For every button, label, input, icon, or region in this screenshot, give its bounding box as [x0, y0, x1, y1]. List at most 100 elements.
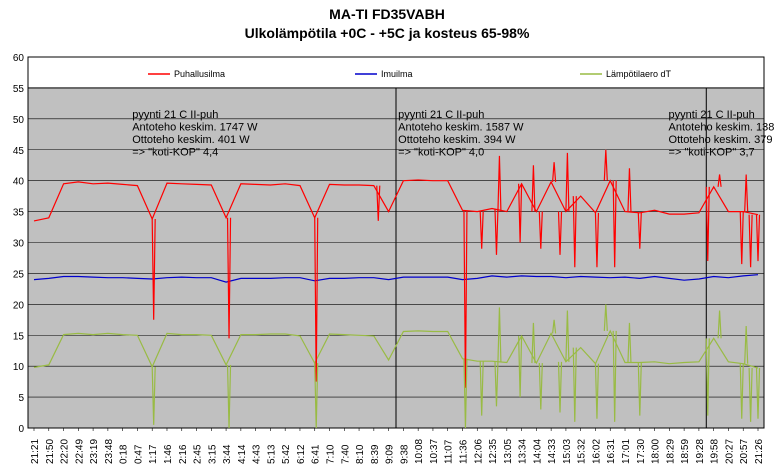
series-dropout: [538, 211, 543, 249]
x-tick-label: 19:58: [710, 439, 721, 464]
x-tick-label: 0:18: [119, 444, 130, 464]
x-tick-label: 8:10: [355, 444, 366, 464]
series-spike: [497, 155, 502, 212]
series-dropout: [739, 211, 744, 265]
legend-label: Puhallusilma: [174, 69, 225, 79]
legend-label: Lämpötilaero dT: [606, 69, 672, 79]
series-dropout: [494, 361, 499, 407]
annotation-line: Ottoteho keskim. 394 W: [398, 134, 516, 146]
series-spike: [565, 152, 570, 212]
series-spike: [531, 165, 536, 212]
x-tick-label: 17:01: [621, 439, 632, 464]
series-dropout: [637, 362, 642, 416]
y-tick-label: 45: [13, 146, 25, 157]
series-dropout: [557, 211, 563, 255]
series-dropout: [594, 212, 600, 268]
series-spike: [531, 322, 536, 364]
x-tick-label: 22:20: [60, 439, 71, 464]
series-dropout: [376, 185, 381, 221]
x-tick-label: 3:15: [207, 444, 218, 464]
series-dropout: [151, 366, 156, 425]
y-tick-label: 0: [18, 424, 24, 435]
x-tick-label: 16:02: [591, 439, 602, 464]
annotation-line: Antoteho keskim. 1587 W: [398, 122, 524, 134]
series-dropout: [314, 217, 319, 382]
x-tick-label: 1:46: [163, 444, 174, 464]
y-tick-label: 5: [18, 393, 24, 404]
x-tick-label: 8:39: [370, 444, 381, 464]
x-tick-label: 14:04: [532, 439, 543, 464]
x-tick-label: 12:06: [473, 439, 484, 464]
annotation-line: => "koti-KOP" 3,7: [669, 147, 755, 159]
x-tick-label: 11:36: [458, 439, 469, 464]
x-tick-label: 15:03: [562, 439, 573, 464]
x-tick-label: 6:41: [311, 444, 322, 464]
x-tick-label: 21:21: [30, 439, 41, 464]
y-tick-label: 35: [13, 208, 25, 219]
legend-label: Imuilma: [381, 69, 413, 79]
series-spike: [744, 325, 749, 364]
x-tick-label: 6:12: [296, 444, 307, 464]
series-dropout: [612, 180, 617, 268]
series-dropout: [705, 186, 710, 262]
series-dropout: [739, 363, 744, 419]
x-tick-label: 18:29: [665, 439, 676, 464]
series-dropout: [494, 208, 499, 255]
x-tick-label: 19:28: [695, 439, 706, 464]
x-tick-label: 3:44: [222, 444, 233, 464]
annotation-line: => "koti-KOP" 4,4: [132, 147, 218, 159]
x-tick-label: 4:43: [252, 444, 263, 464]
y-tick-label: 30: [13, 239, 25, 250]
x-tick-label: 21:26: [754, 439, 765, 464]
x-tick-label: 5:42: [281, 444, 292, 464]
series-dropout: [755, 214, 761, 262]
series-dropout: [612, 330, 617, 422]
x-tick-label: 14:33: [547, 439, 558, 464]
series-spike: [717, 310, 722, 339]
series-spike: [627, 322, 632, 363]
annotation-line: Ottoteho keskim. 379 W: [669, 134, 774, 146]
series-spike: [565, 310, 570, 362]
series-spike: [552, 319, 557, 334]
series-dropout: [572, 347, 577, 422]
series-dropout: [748, 368, 753, 422]
x-tick-label: 17:30: [636, 439, 647, 464]
series-dropout: [463, 210, 468, 388]
annotation-line: Antoteho keskim. 1747 W: [132, 122, 258, 134]
series-dropout: [637, 212, 642, 249]
x-tick-label: 21:50: [45, 439, 56, 464]
x-tick-label: 13:34: [518, 439, 529, 464]
x-tick-label: 22:49: [74, 439, 85, 464]
x-tick-label: 18:59: [680, 439, 691, 464]
y-tick-label: 20: [13, 300, 25, 311]
series-dropout: [557, 361, 563, 413]
series-dropout: [479, 361, 484, 416]
series-spike: [717, 174, 722, 187]
series-line-2: [33, 329, 759, 369]
series-dropout: [314, 363, 319, 429]
x-tick-label: 9:09: [385, 444, 396, 464]
annotation-line: pyynti 21 C II-puh: [669, 109, 755, 121]
x-tick-label: 20:27: [724, 439, 735, 464]
y-tick-label: 15: [13, 331, 25, 342]
x-tick-label: 16:31: [606, 439, 617, 464]
annotation-line: Antoteho keskim. 1387 W: [669, 122, 774, 134]
series-spike: [744, 174, 749, 212]
series-dropout: [463, 358, 468, 429]
y-tick-label: 40: [13, 177, 25, 188]
y-tick-label: 50: [13, 115, 25, 126]
x-tick-label: 2:45: [193, 444, 204, 464]
series-dropout: [479, 211, 484, 249]
x-tick-label: 2:16: [178, 444, 189, 464]
series-spike: [551, 162, 557, 182]
x-tick-label: 0:47: [133, 444, 144, 464]
annotation-line: pyynti 21 C II-puh: [132, 109, 218, 121]
series-dropout: [705, 338, 710, 416]
series-dropout: [151, 218, 156, 320]
series-dropout: [572, 196, 577, 268]
x-tick-label: 10:37: [429, 439, 440, 464]
series-dropout: [538, 363, 543, 410]
